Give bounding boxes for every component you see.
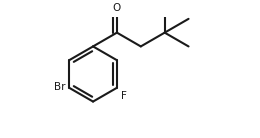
Text: Br: Br [54, 82, 66, 92]
Text: F: F [121, 91, 127, 101]
Text: O: O [113, 3, 121, 13]
